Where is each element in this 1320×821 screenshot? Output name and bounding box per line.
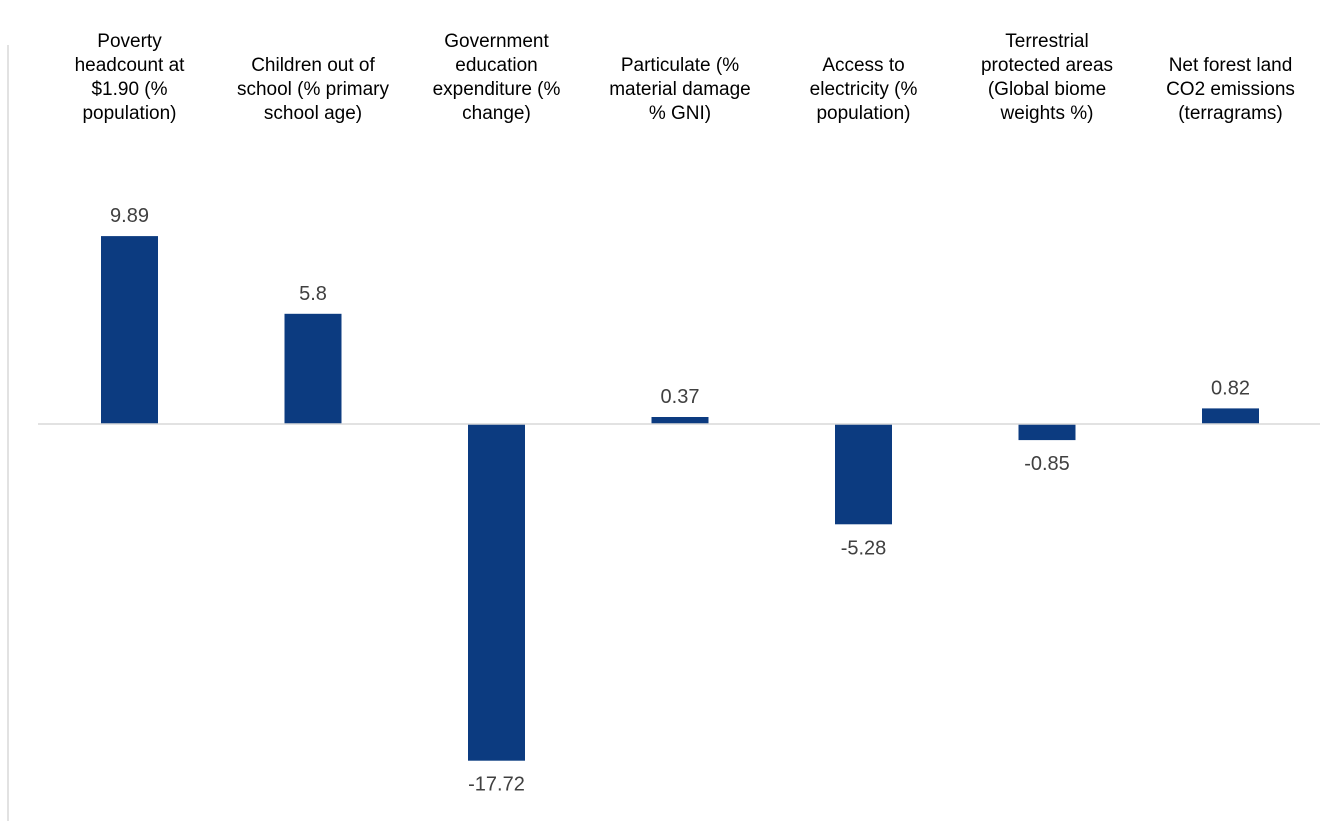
data-label-4: 0.37 [661, 386, 700, 408]
category-label-5: Access to electricity (% population) [810, 55, 918, 124]
category-label-5-line-2: electricity (% [810, 79, 918, 100]
data-label-7: 0.82 [1211, 377, 1250, 399]
category-label-5-line-1: Access to [822, 55, 904, 76]
bar-5 [835, 424, 892, 525]
bar-7 [1202, 408, 1259, 424]
data-label-6: -0.85 [1024, 453, 1070, 475]
category-label-6-line-2: protected areas [981, 55, 1113, 76]
category-label-3-line-2: education [455, 55, 537, 76]
category-label-3-line-3: expenditure (% [433, 79, 561, 100]
category-label-4-line-2: material damage [609, 79, 751, 100]
category-label-4: Particulate (% material damage % GNI) [609, 55, 751, 124]
bar-1 [101, 236, 158, 424]
category-label-2-line-1: Children out of [251, 55, 375, 76]
category-label-3: Government education expenditure (% change) [433, 31, 561, 124]
bar-3 [468, 424, 525, 761]
category-label-4-line-3: % GNI) [649, 103, 711, 124]
category-label-1-line-1: Poverty [97, 31, 162, 52]
category-label-6-line-3: (Global biome [988, 79, 1106, 100]
category-label-7: Net forest land CO2 emissions (terragrams) [1166, 55, 1295, 124]
category-label-1-line-4: population) [82, 103, 176, 124]
category-label-6-line-1: Terrestrial [1005, 31, 1088, 52]
data-label-2: 5.8 [299, 283, 327, 305]
category-label-4-line-1: Particulate (% [621, 55, 739, 76]
category-label-2-line-3: school age) [264, 103, 362, 124]
bar-4 [651, 417, 709, 424]
category-label-1: Poverty headcount at $1.90 (% population) [75, 31, 186, 124]
category-label-5-line-3: population) [816, 103, 910, 124]
bar-2 [284, 313, 342, 424]
data-label-1: 9.89 [110, 205, 149, 227]
category-label-7-line-1: Net forest land [1169, 55, 1293, 76]
category-label-2-line-2: school (% primary [237, 79, 390, 100]
category-label-1-line-2: headcount at [75, 55, 186, 76]
category-label-7-line-3: (terragrams) [1178, 103, 1283, 124]
data-label-3: -17.72 [468, 774, 525, 796]
bar-6 [1018, 424, 1076, 441]
category-label-1-line-3: $1.90 (% [91, 79, 167, 100]
category-label-6: Terrestrial protected areas (Global biome w… [981, 31, 1113, 124]
category-label-3-line-1: Government [444, 31, 549, 52]
category-label-2: Children out of school (% primary school a… [237, 55, 390, 124]
category-label-7-line-2: CO2 emissions [1166, 79, 1295, 100]
category-label-6-line-4: weights %) [1000, 103, 1094, 124]
data-label-5: -5.28 [841, 537, 887, 559]
category-label-3-line-4: change) [462, 103, 531, 124]
